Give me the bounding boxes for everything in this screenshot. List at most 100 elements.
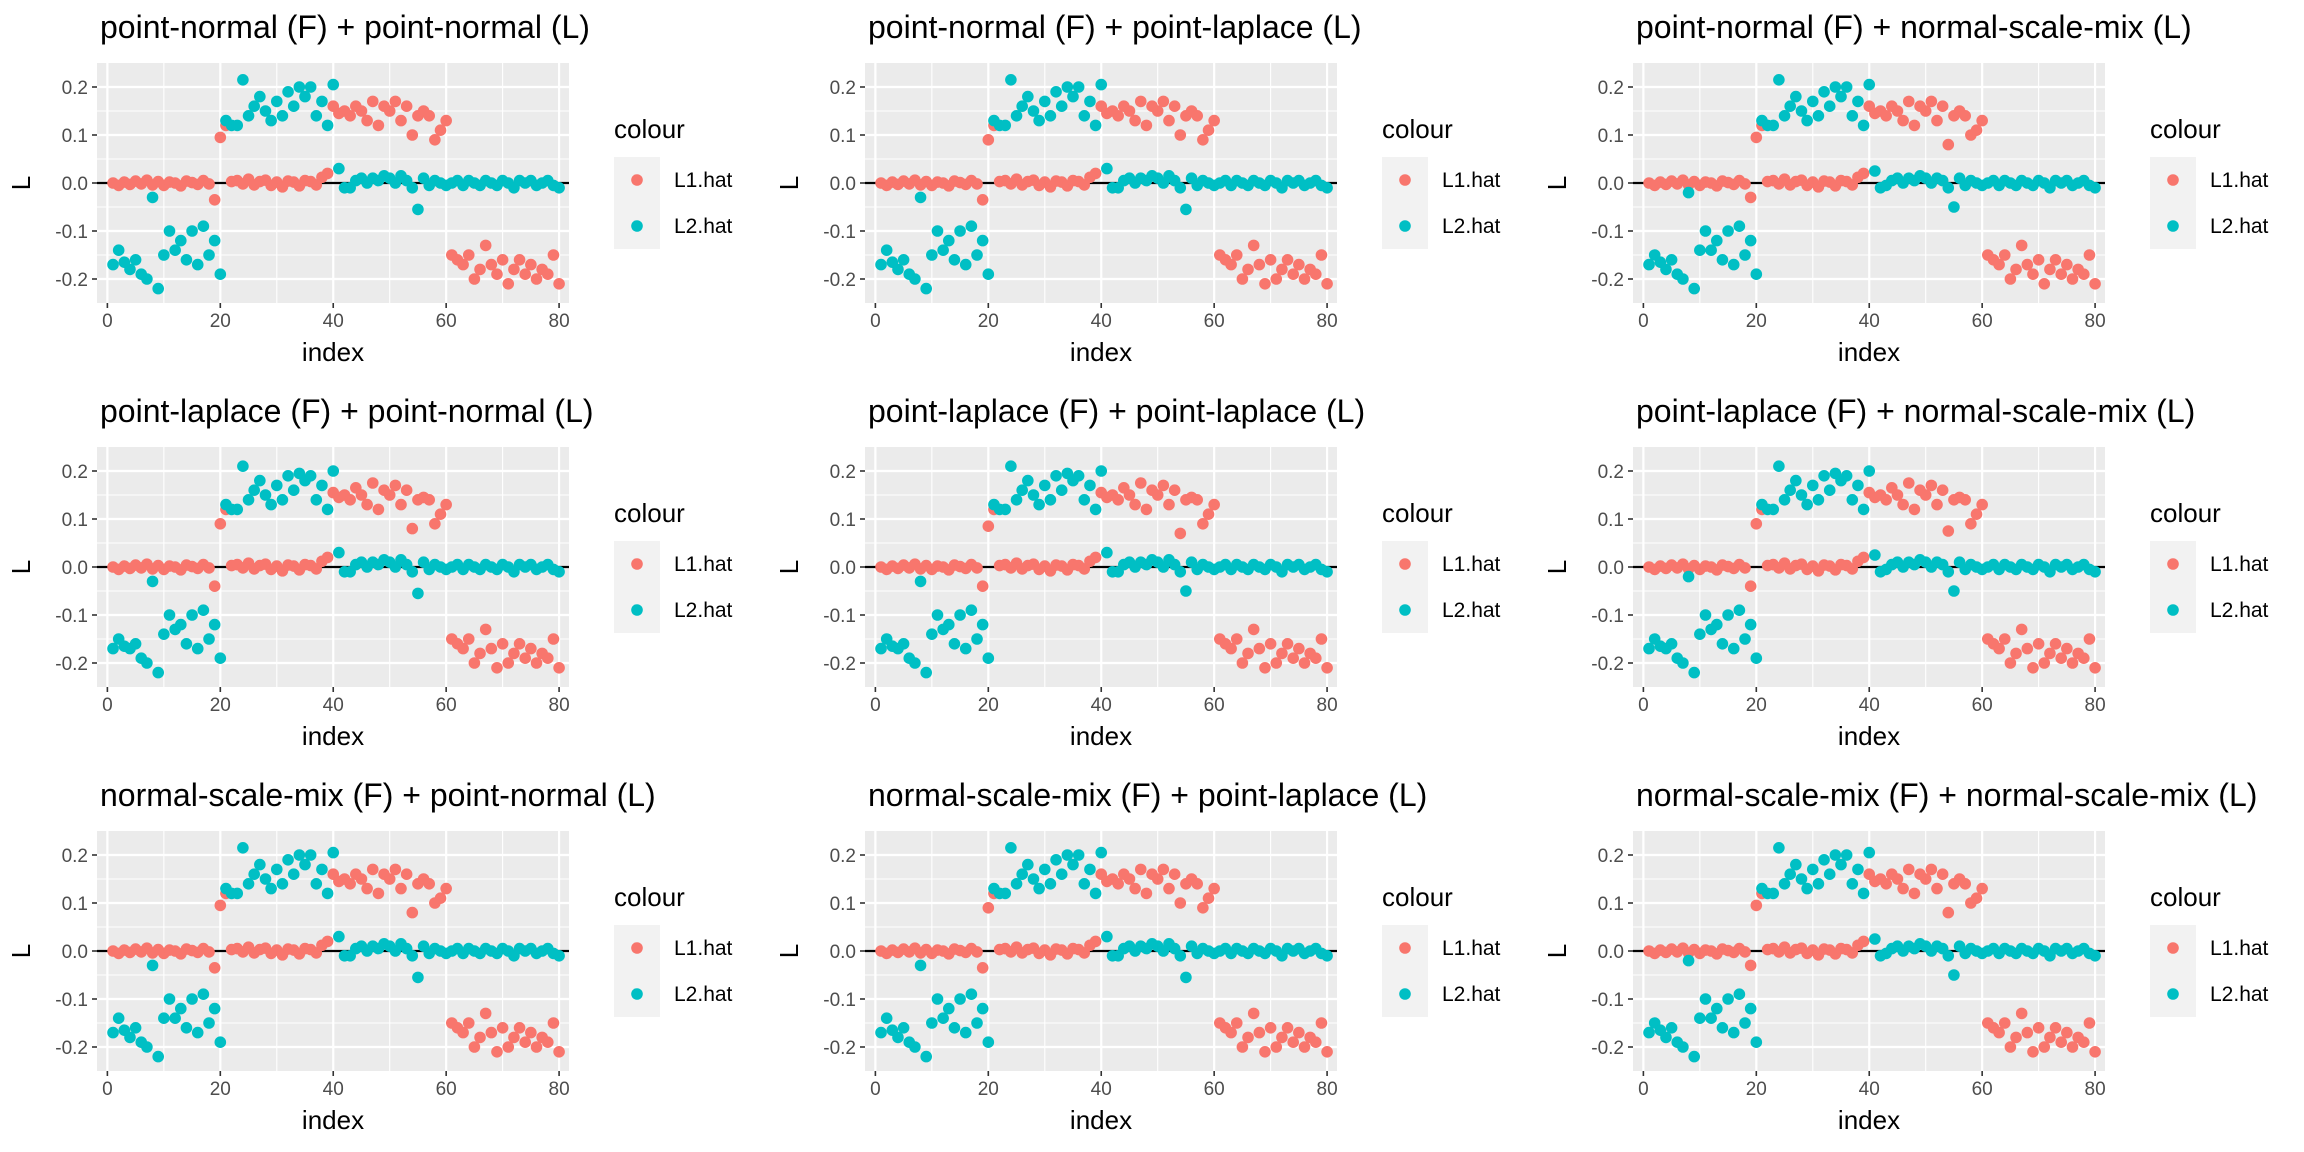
data-point-L1-hat	[2010, 1031, 2022, 1044]
data-point-L2-hat	[242, 878, 255, 890]
data-point-L2-hat	[1727, 1026, 1740, 1039]
legend-title: colour	[1382, 498, 1453, 528]
data-point-L2-hat	[412, 203, 424, 216]
data-point-L2-hat	[1067, 90, 1079, 103]
y-tick-label: -0.1	[823, 990, 856, 1011]
data-point-L2-hat	[1823, 100, 1836, 112]
data-point-L2-hat	[1863, 846, 1876, 859]
y-tick-label: -0.1	[55, 222, 88, 243]
data-point-L1-hat	[1134, 95, 1147, 108]
x-tick-label: 0	[870, 695, 881, 716]
y-axis-title: L	[1542, 944, 1572, 958]
data-point-L1-hat	[1970, 892, 1983, 904]
data-point-L1-hat	[474, 1031, 486, 1044]
y-tick-label: -0.2	[55, 1038, 88, 1059]
data-point-L2-hat	[1694, 1012, 1706, 1024]
data-point-L2-hat	[1869, 549, 1881, 561]
data-point-L2-hat	[1801, 882, 1813, 895]
legend-title: colour	[1382, 882, 1453, 912]
data-point-L1-hat	[1242, 1031, 1254, 1044]
data-point-L2-hat	[948, 253, 961, 266]
data-point-L1-hat	[214, 899, 227, 912]
data-point-L2-hat	[107, 1026, 119, 1039]
data-point-L1-hat	[372, 119, 385, 132]
x-tick-label: 60	[1204, 1079, 1225, 1100]
data-point-L1-hat	[1936, 484, 1949, 497]
data-point-L1-hat	[383, 489, 396, 501]
chart-panel: 0 20 40 60 80 0.2 0.1 0.0 -0.1 -0.2 index Lpoint-no…	[774, 9, 1501, 367]
data-point-L2-hat	[1784, 100, 1796, 112]
y-tick-label: 0.1	[62, 894, 88, 915]
x-tick-label: 40	[1091, 311, 1112, 332]
data-point-L2-hat	[1812, 110, 1825, 122]
data-point-L2-hat	[1016, 868, 1028, 880]
data-point-L1-hat	[1857, 167, 1870, 180]
y-axis-title: L	[774, 560, 804, 574]
data-point-L1-hat	[1942, 138, 1955, 151]
legend-label: L1.hat	[2210, 553, 2269, 576]
y-tick-label: -0.1	[1591, 222, 1624, 243]
data-point-L2-hat	[965, 604, 978, 616]
legend-marker	[1399, 220, 1411, 232]
data-point-L1-hat	[457, 1026, 469, 1039]
data-point-L1-hat	[1281, 253, 1294, 266]
x-tick-label: 20	[1746, 311, 1767, 332]
legend-label: L2.hat	[674, 983, 733, 1006]
data-point-L2-hat	[1084, 479, 1096, 492]
y-tick-label: 0.0	[830, 174, 856, 195]
data-point-L2-hat	[1180, 585, 1192, 597]
data-point-L2-hat	[1710, 1002, 1723, 1015]
data-point-L2-hat	[265, 114, 277, 127]
chart-title: point-laplace (F) + normal-scale-mix (L)	[1636, 393, 2195, 429]
data-point-L1-hat	[1157, 479, 1170, 492]
data-point-L2-hat	[333, 546, 345, 559]
x-tick-label: 0	[1638, 311, 1649, 332]
data-point-L2-hat	[180, 253, 193, 266]
data-point-L1-hat	[208, 580, 221, 592]
data-point-L2-hat	[1829, 81, 1842, 93]
x-tick-label: 80	[549, 695, 570, 716]
x-axis-title: index	[302, 337, 364, 367]
data-point-L2-hat	[146, 959, 159, 972]
data-point-L1-hat	[214, 518, 227, 530]
data-point-L1-hat	[1902, 95, 1915, 108]
data-point-L2-hat	[875, 642, 887, 655]
y-tick-label: 0.0	[62, 558, 88, 579]
data-point-L1-hat	[214, 131, 227, 144]
data-point-L1-hat	[2055, 652, 2068, 664]
data-point-L1-hat	[530, 657, 543, 669]
data-point-L1-hat	[1739, 562, 1751, 574]
data-point-L2-hat	[954, 993, 966, 1005]
data-point-L2-hat	[1857, 887, 1870, 900]
data-point-L1-hat	[1168, 868, 1181, 880]
data-point-L2-hat	[254, 90, 266, 103]
data-point-L2-hat	[971, 249, 983, 261]
data-point-L2-hat	[920, 1050, 933, 1063]
data-point-L1-hat	[485, 642, 498, 655]
x-tick-label: 20	[210, 311, 231, 332]
y-tick-label: 0.1	[830, 510, 856, 531]
data-point-L1-hat	[1276, 647, 1288, 660]
x-tick-label: 0	[870, 311, 881, 332]
data-point-L1-hat	[982, 520, 995, 532]
data-point-L2-hat	[1778, 878, 1791, 890]
data-point-L1-hat	[1140, 503, 1153, 516]
data-point-L1-hat	[1242, 263, 1254, 276]
legend-label: L1.hat	[1442, 553, 1501, 576]
data-point-L2-hat	[1050, 470, 1062, 482]
data-point-L1-hat	[1089, 167, 1102, 180]
data-point-L1-hat	[1993, 1026, 2005, 1039]
data-point-L1-hat	[976, 962, 989, 974]
data-point-L1-hat	[406, 906, 419, 919]
data-point-L2-hat	[897, 638, 910, 650]
data-point-L2-hat	[1180, 971, 1192, 984]
data-point-L1-hat	[1298, 273, 1311, 285]
data-point-L1-hat	[457, 642, 469, 655]
data-point-L2-hat	[1705, 1012, 1717, 1024]
data-point-L1-hat	[389, 479, 402, 492]
y-tick-label: -0.2	[1591, 270, 1624, 291]
legend-label: L2.hat	[1442, 215, 1501, 238]
data-point-L1-hat	[1174, 129, 1187, 141]
x-tick-label: 60	[1972, 1079, 1993, 1100]
